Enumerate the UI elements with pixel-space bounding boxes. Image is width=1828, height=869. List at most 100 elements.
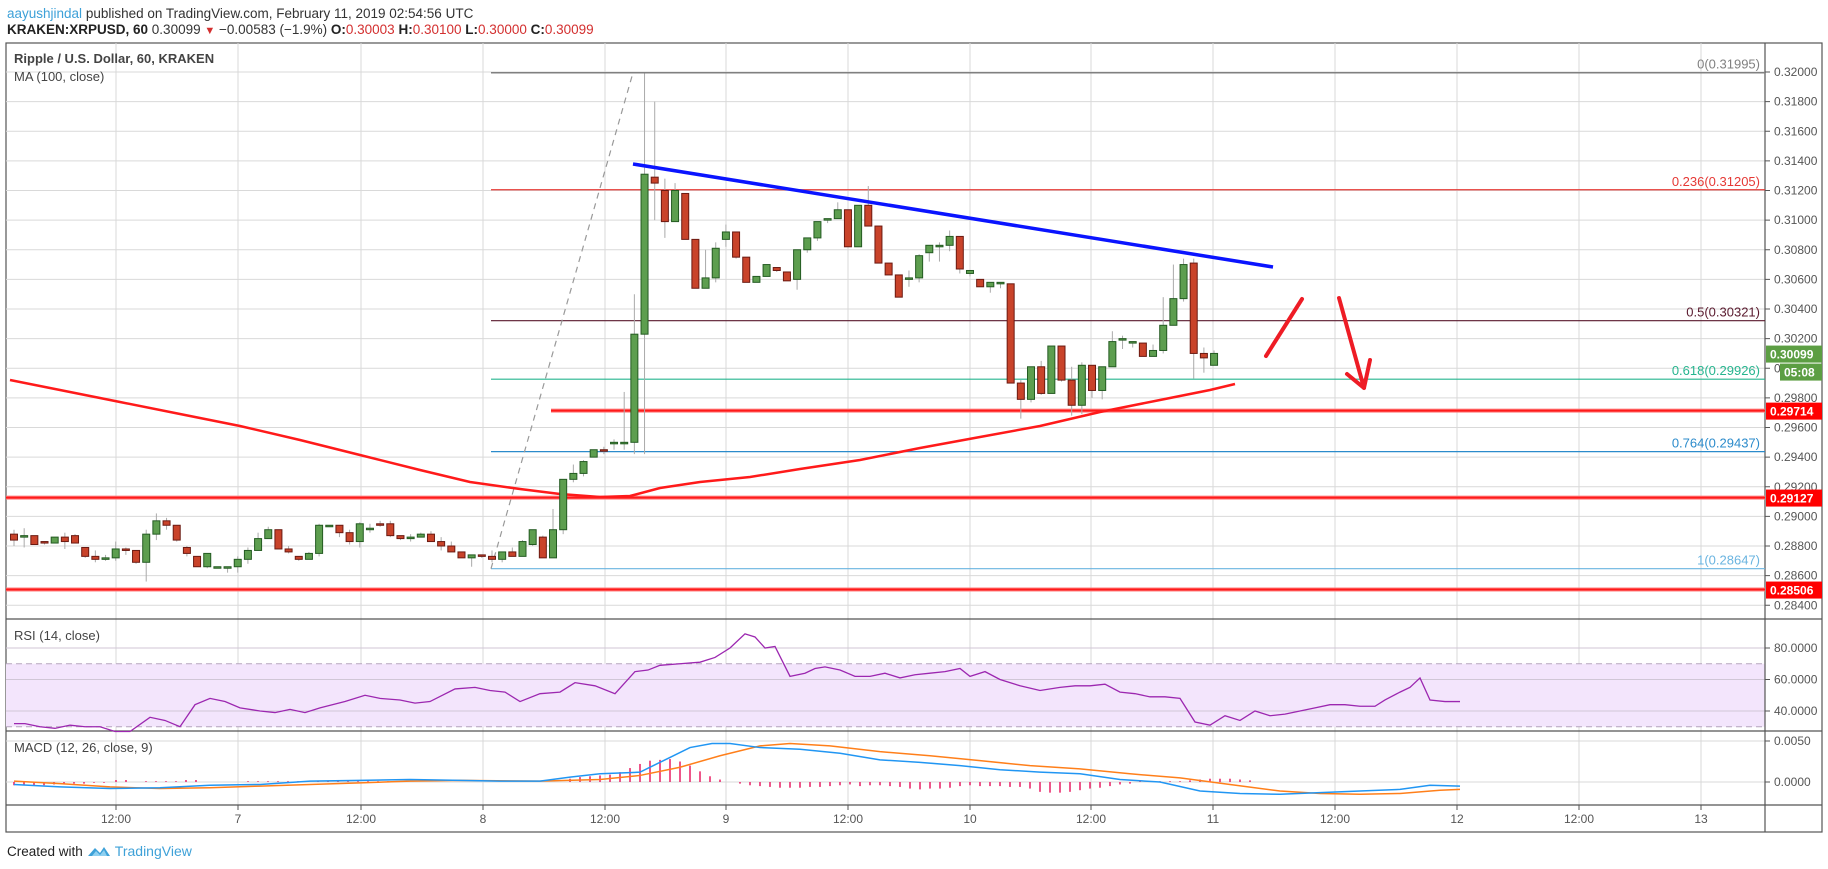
ma-indicator-label[interactable]: MA (100, close): [14, 69, 105, 84]
candle-up: [50, 536, 59, 544]
candle-up: [813, 221, 822, 239]
candle-down: [1016, 382, 1025, 400]
candle-down: [30, 535, 39, 546]
candle-up: [752, 275, 761, 283]
support-price-tag-bg: [1766, 489, 1822, 507]
candle-up: [325, 524, 334, 528]
candle-down: [742, 256, 751, 283]
candle-up: [589, 449, 598, 458]
footer: Created with TradingView: [7, 843, 192, 859]
candle-down: [1088, 364, 1097, 391]
down-arrow-annotation[interactable]: [1337, 296, 1372, 390]
open-value: 0.30003: [345, 22, 395, 37]
macd-pane-title[interactable]: MACD (12, 26, close, 9): [14, 740, 153, 755]
candle-down: [172, 524, 181, 541]
candle-down: [884, 262, 893, 276]
candle-down: [10, 533, 18, 541]
candle-down: [874, 225, 883, 264]
macd-axis-label: 0.0050: [1774, 734, 1811, 748]
candle-down: [894, 274, 903, 298]
current-price-tag: 0.30099: [1770, 348, 1814, 362]
support-price-tag: 0.28506: [1770, 584, 1814, 598]
price-axis-label: 0.28600: [1774, 569, 1818, 583]
candle-down: [1037, 366, 1046, 394]
candle-up: [610, 441, 619, 445]
candle-down: [457, 551, 466, 559]
tradingview-brand[interactable]: TradingView: [114, 843, 192, 859]
close-value: 0.30099: [544, 22, 594, 37]
candle-down: [1057, 345, 1066, 381]
x-axis-label: 9: [723, 812, 730, 826]
price-axis-label: 0.31200: [1774, 184, 1818, 198]
candle-up: [264, 529, 273, 540]
candle-up: [559, 478, 568, 531]
x-axis-label: 13: [1694, 812, 1708, 826]
price-axis-label: 0.29400: [1774, 450, 1818, 464]
countdown-label: 05:08: [1784, 366, 1815, 380]
candle-down: [691, 238, 700, 289]
candle-up: [213, 566, 222, 569]
x-axis-label: 12: [1450, 812, 1464, 826]
candle-down: [599, 449, 608, 452]
candle-up: [579, 461, 588, 474]
candle-down: [681, 192, 690, 240]
candle-up: [1098, 366, 1107, 391]
symbol-label: KRAKEN:XRPUSD, 60: [7, 22, 149, 37]
candle-up: [671, 190, 680, 223]
candle-up: [1149, 349, 1158, 357]
candle-down: [660, 190, 669, 223]
rsi-pane-title[interactable]: RSI (14, close): [14, 628, 100, 643]
candle-up: [101, 557, 110, 560]
candle-up: [640, 173, 649, 335]
candle-down: [345, 532, 354, 543]
x-axis-label: 12:00: [346, 812, 376, 826]
up-stroke-annotation[interactable]: [1264, 297, 1304, 358]
candle-up: [935, 244, 944, 248]
candle-up: [854, 204, 863, 248]
down-triangle-icon: ▼: [204, 25, 216, 37]
candle-up: [233, 558, 242, 568]
candle-down: [650, 176, 659, 184]
author-link[interactable]: aayushjindal: [7, 6, 83, 21]
candle-down: [284, 548, 293, 553]
candle-up: [1047, 345, 1056, 394]
candle-up: [925, 244, 934, 254]
candle-up: [254, 538, 263, 551]
fib-label: 0.5(0.30321): [1686, 305, 1760, 320]
candle-up: [406, 536, 415, 540]
candle-down: [193, 555, 202, 568]
support-price-tag: 0.29714: [1770, 405, 1814, 419]
candle-down: [121, 548, 130, 551]
support-price-tag-bg: [1766, 581, 1822, 599]
candle-down: [91, 555, 100, 560]
candle-down: [447, 545, 456, 553]
x-axis-label: 10: [963, 812, 977, 826]
candle-up: [945, 235, 954, 246]
price-axis-label: 0.30400: [1774, 302, 1818, 316]
candle-up: [1179, 264, 1188, 300]
candle-up: [620, 441, 629, 445]
candle-down: [132, 549, 141, 563]
candle-up: [569, 472, 578, 480]
x-axis-label: 12:00: [590, 812, 620, 826]
x-axis-label: 11: [1207, 812, 1220, 826]
price-axis-label: 0.31800: [1774, 95, 1818, 109]
candle-up: [1210, 352, 1219, 366]
candle-up: [355, 523, 364, 543]
candle-up: [915, 255, 924, 279]
fib-trend-line[interactable]: [490, 72, 634, 569]
candle-up: [243, 549, 252, 560]
candle-down: [386, 523, 395, 537]
fib-label: 0.764(0.29437): [1672, 436, 1760, 451]
price-axis-label: 0.31600: [1774, 124, 1818, 138]
descending-trendline[interactable]: [632, 162, 1274, 269]
candle-up: [528, 529, 537, 546]
candle-down: [396, 535, 405, 540]
price-axis-label: 0.32000: [1774, 65, 1818, 79]
candle-up: [467, 554, 476, 559]
rsi-axis-label: 80.0000: [1774, 641, 1818, 655]
candle-up: [793, 249, 802, 280]
candle-up: [965, 269, 974, 274]
price-change: −0.00583 (−1.9%): [219, 22, 328, 37]
